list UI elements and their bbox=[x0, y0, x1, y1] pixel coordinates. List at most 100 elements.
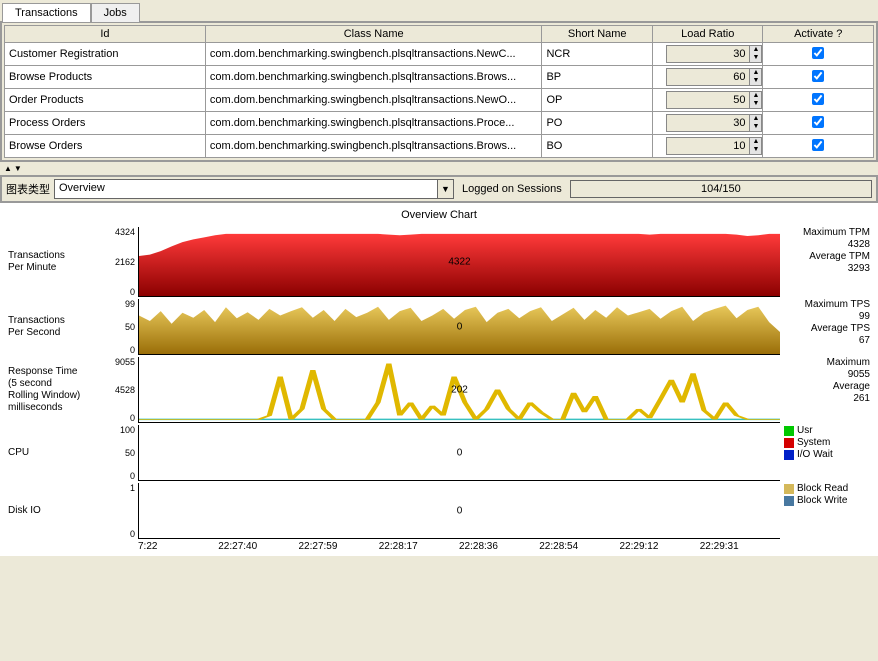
load-spinner[interactable]: 30▲▼ bbox=[666, 114, 762, 132]
cell-class: com.dom.benchmarking.swingbench.plsqltra… bbox=[205, 43, 542, 66]
table-row[interactable]: Customer Registrationcom.dom.benchmarkin… bbox=[5, 43, 874, 66]
cell-class: com.dom.benchmarking.swingbench.plsqltra… bbox=[205, 66, 542, 89]
x-tick: 22:27:59 bbox=[299, 541, 379, 552]
cell-load: 10▲▼ bbox=[652, 135, 763, 158]
spinner-up-icon[interactable]: ▲ bbox=[750, 138, 761, 146]
tab-jobs[interactable]: Jobs bbox=[91, 3, 140, 22]
transactions-table-container: Id Class Name Short Name Load Ratio Acti… bbox=[0, 21, 878, 162]
chart-title: Overview Chart bbox=[8, 209, 870, 221]
cell-class: com.dom.benchmarking.swingbench.plsqltra… bbox=[205, 135, 542, 158]
chart-stats: UsrSystemI/O Wait bbox=[780, 425, 870, 481]
cell-id: Order Products bbox=[5, 89, 206, 112]
col-class[interactable]: Class Name bbox=[205, 26, 542, 43]
chart-stats: Maximum TPM4328Average TPM3293 bbox=[780, 227, 870, 297]
chart-row-label: Disk IO bbox=[8, 483, 106, 539]
y-axis: 100500 bbox=[106, 425, 138, 481]
cell-short: OP bbox=[542, 89, 653, 112]
table-row[interactable]: Browse Orderscom.dom.benchmarking.swingb… bbox=[5, 135, 874, 158]
activate-checkbox[interactable] bbox=[812, 93, 824, 105]
cell-activate bbox=[763, 135, 874, 158]
x-tick: 22:27:40 bbox=[218, 541, 298, 552]
collapse-down-icon: ▼ bbox=[14, 164, 22, 173]
cell-id: Process Orders bbox=[5, 112, 206, 135]
table-row[interactable]: Process Orderscom.dom.benchmarking.swing… bbox=[5, 112, 874, 135]
spinner-up-icon[interactable]: ▲ bbox=[750, 46, 761, 54]
cell-activate bbox=[763, 112, 874, 135]
chart-type-label: 图表类型 bbox=[6, 181, 50, 197]
y-axis: 905545280 bbox=[106, 357, 138, 423]
spinner-down-icon[interactable]: ▼ bbox=[750, 100, 761, 108]
col-activate[interactable]: Activate ? bbox=[763, 26, 874, 43]
chart-plot: 0 bbox=[138, 425, 780, 481]
spinner-down-icon[interactable]: ▼ bbox=[750, 146, 761, 154]
cell-class: com.dom.benchmarking.swingbench.plsqltra… bbox=[205, 112, 542, 135]
x-axis: 7:2222:27:4022:27:5922:28:1722:28:3622:2… bbox=[138, 541, 780, 552]
activate-checkbox[interactable] bbox=[812, 139, 824, 151]
table-row[interactable]: Browse Productscom.dom.benchmarking.swin… bbox=[5, 66, 874, 89]
cell-activate bbox=[763, 66, 874, 89]
chart-row: CPU1005000UsrSystemI/O Wait bbox=[8, 425, 870, 481]
chart-row: Response Time(5 secondRolling Window)mil… bbox=[8, 357, 870, 423]
chart-stats: Maximum9055Average261 bbox=[780, 357, 870, 423]
spinner-down-icon[interactable]: ▼ bbox=[750, 77, 761, 85]
cell-short: BO bbox=[542, 135, 653, 158]
chart-plot: 0 bbox=[138, 299, 780, 355]
cell-load: 30▲▼ bbox=[652, 43, 763, 66]
chart-plot: 202 bbox=[138, 357, 780, 423]
cell-class: com.dom.benchmarking.swingbench.plsqltra… bbox=[205, 89, 542, 112]
collapse-up-icon: ▲ bbox=[4, 164, 12, 173]
load-spinner[interactable]: 50▲▼ bbox=[666, 91, 762, 109]
chart-row: TransactionsPer Minute4324216204322Maxim… bbox=[8, 227, 870, 297]
cell-load: 50▲▼ bbox=[652, 89, 763, 112]
spinner-down-icon[interactable]: ▼ bbox=[750, 54, 761, 62]
chart-row-label: TransactionsPer Minute bbox=[8, 227, 106, 297]
load-spinner[interactable]: 30▲▼ bbox=[666, 45, 762, 63]
chart-type-value: Overview bbox=[55, 180, 437, 198]
sessions-value: 104/150 bbox=[570, 180, 872, 198]
load-spinner[interactable]: 10▲▼ bbox=[666, 137, 762, 155]
tab-transactions[interactable]: Transactions bbox=[2, 3, 91, 22]
cell-load: 60▲▼ bbox=[652, 66, 763, 89]
load-spinner[interactable]: 60▲▼ bbox=[666, 68, 762, 86]
col-load[interactable]: Load Ratio bbox=[652, 26, 763, 43]
cell-short: BP bbox=[542, 66, 653, 89]
chart-row-label: TransactionsPer Second bbox=[8, 299, 106, 355]
y-axis: 99500 bbox=[106, 299, 138, 355]
spinner-up-icon[interactable]: ▲ bbox=[750, 92, 761, 100]
panel-splitter[interactable]: ▲ ▼ bbox=[0, 162, 878, 175]
tab-bar: Transactions Jobs bbox=[0, 0, 878, 21]
cell-id: Browse Orders bbox=[5, 135, 206, 158]
transactions-table: Id Class Name Short Name Load Ratio Acti… bbox=[4, 25, 874, 158]
chart-row-label: CPU bbox=[8, 425, 106, 481]
chart-area: Overview Chart TransactionsPer Minute432… bbox=[0, 203, 878, 556]
table-row[interactable]: Order Productscom.dom.benchmarking.swing… bbox=[5, 89, 874, 112]
chart-row: Disk IO100Block ReadBlock Write bbox=[8, 483, 870, 539]
x-tick: 22:29:31 bbox=[700, 541, 780, 552]
col-short[interactable]: Short Name bbox=[542, 26, 653, 43]
chart-row: TransactionsPer Second995000Maximum TPS9… bbox=[8, 299, 870, 355]
chart-type-dropdown[interactable]: Overview ▼ bbox=[54, 179, 454, 199]
chevron-down-icon: ▼ bbox=[437, 180, 453, 198]
spinner-down-icon[interactable]: ▼ bbox=[750, 123, 761, 131]
cell-activate bbox=[763, 89, 874, 112]
y-axis: 10 bbox=[106, 483, 138, 539]
cell-load: 30▲▼ bbox=[652, 112, 763, 135]
chart-row-label: Response Time(5 secondRolling Window)mil… bbox=[8, 357, 106, 423]
col-id[interactable]: Id bbox=[5, 26, 206, 43]
cell-id: Customer Registration bbox=[5, 43, 206, 66]
activate-checkbox[interactable] bbox=[812, 70, 824, 82]
x-tick: 7:22 bbox=[138, 541, 218, 552]
chart-plot: 0 bbox=[138, 483, 780, 539]
cell-id: Browse Products bbox=[5, 66, 206, 89]
cell-short: NCR bbox=[542, 43, 653, 66]
x-tick: 22:29:12 bbox=[620, 541, 700, 552]
chart-plot: 4322 bbox=[138, 227, 780, 297]
chart-stats: Maximum TPS99Average TPS67 bbox=[780, 299, 870, 355]
activate-checkbox[interactable] bbox=[812, 116, 824, 128]
cell-activate bbox=[763, 43, 874, 66]
activate-checkbox[interactable] bbox=[812, 47, 824, 59]
spinner-up-icon[interactable]: ▲ bbox=[750, 115, 761, 123]
chart-controls: 图表类型 Overview ▼ Logged on Sessions 104/1… bbox=[0, 175, 878, 203]
spinner-up-icon[interactable]: ▲ bbox=[750, 69, 761, 77]
sessions-label: Logged on Sessions bbox=[462, 183, 562, 195]
